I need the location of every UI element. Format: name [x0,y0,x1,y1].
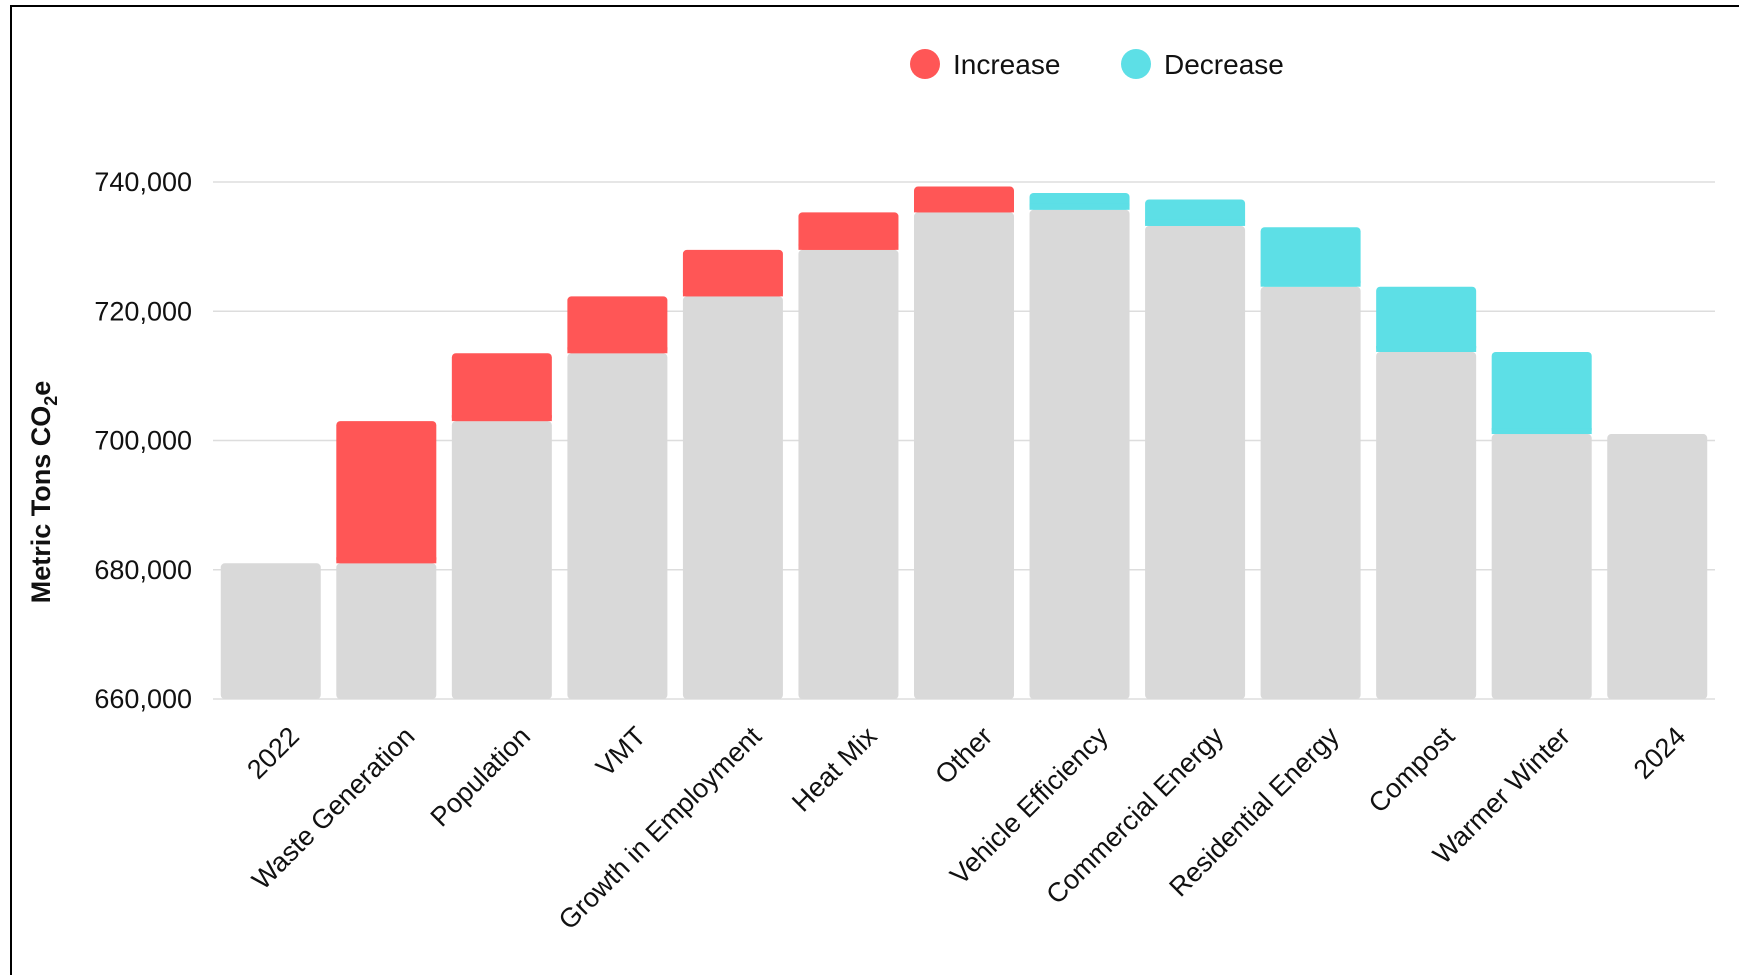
bars [220,186,1708,699]
x-tick-label: 2024 [1628,721,1692,785]
x-tick-label: VMT [590,721,652,783]
bar-decrease-join [1029,203,1130,210]
bar-base [220,563,321,699]
chart-frame [10,5,1739,975]
y-tick-label: 700,000 [94,426,192,456]
bar-base [798,249,899,699]
legend-label-decrease: Decrease [1164,49,1284,80]
bar-base [914,212,1014,699]
legend-swatch-increase [910,49,940,79]
legend: Increase Decrease [910,49,1284,80]
x-tick-label: Compost [1363,721,1461,819]
bar-base [1376,351,1477,699]
y-axis-label-end: e [26,381,56,396]
bar-base [567,353,668,699]
bar-increase [451,353,552,422]
y-axis-label: Metric Tons CO2e [26,381,61,604]
bar-decrease-join [1376,345,1477,352]
bar-increase-join [682,290,783,297]
bar-increase-join [914,206,1014,213]
bar-increase [798,212,899,250]
x-tick-label: Population [425,721,536,832]
bar-increase [914,186,1014,213]
x-tick-label: Heat Mix [786,721,883,818]
bar-decrease [1145,199,1246,226]
x-tick-label: 2022 [241,721,305,785]
legend-label-increase: Increase [953,49,1060,80]
y-tick-label: 740,000 [94,167,192,197]
bar-decrease-join [1260,280,1361,287]
y-axis-ticks: 660,000 680,000 700,000 720,000 740,000 [94,167,192,714]
bar-base [1491,434,1592,699]
y-tick-label: 720,000 [94,296,192,326]
bar-base [1607,434,1708,699]
bar-decrease [1491,351,1592,435]
bar-increase [567,296,668,354]
bar-increase-join [798,243,899,250]
bar-increase [336,421,437,564]
y-axis-label-main: Metric Tons CO [26,406,56,604]
bar-increase-join [336,557,437,564]
bar-decrease-join [1491,428,1592,435]
bar-increase-join [451,415,552,422]
bar-base [1145,225,1246,699]
legend-swatch-decrease [1121,49,1151,79]
bar-base [1029,209,1130,699]
bar-base [451,421,552,699]
y-axis-label-subscript: 2 [41,396,61,406]
bar-base [1260,286,1361,699]
bar-base [682,296,783,699]
y-tick-label: 660,000 [94,684,192,714]
y-tick-label: 680,000 [94,555,192,585]
x-tick-label: Growth in Employment [553,721,768,936]
bar-base [336,563,437,699]
bar-increase-join [567,347,668,354]
bar-increase [682,249,783,297]
x-tick-label: Other [929,721,998,790]
bar-decrease-join [1145,219,1246,226]
bar-decrease [1260,227,1361,287]
bar-decrease [1376,286,1477,352]
